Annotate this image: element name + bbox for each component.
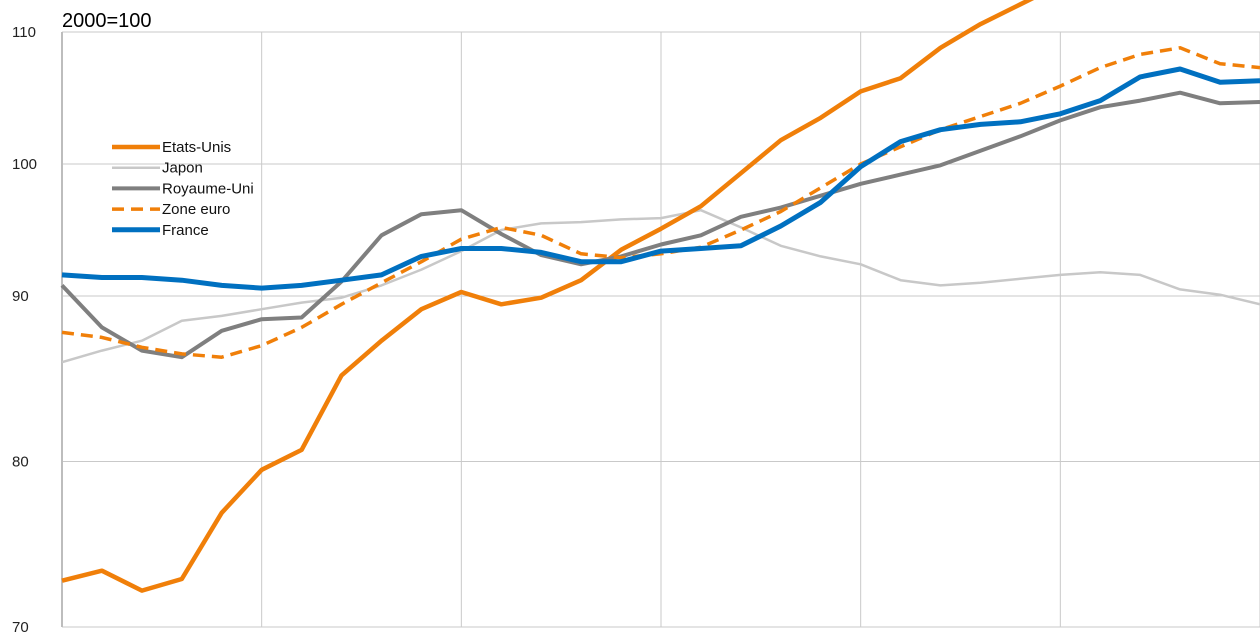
- y-tick-label: 110: [12, 24, 36, 41]
- legend-label: Royaume-Uni: [162, 180, 254, 197]
- gridlines: [61, 31, 1260, 628]
- y-tick-label: 90: [12, 288, 29, 305]
- legend: Etats-Unis Japon Royaume-Uni Zone euro Franc…: [112, 139, 254, 239]
- y-tick-label: 70: [12, 619, 29, 636]
- series-line-royaume-uni: [60, 90, 1260, 360]
- series-line-zone-euro: [61, 46, 1260, 359]
- legend-label: Etats-Unis: [162, 139, 231, 156]
- y-axis: 70 80 90 100 110: [12, 24, 63, 636]
- y-tick-label: 80: [12, 454, 29, 471]
- series-line-etats-unis: [61, 0, 1035, 593]
- legend-label: Japon: [162, 160, 203, 177]
- legend-label: France: [162, 222, 209, 239]
- series-line-japon: [61, 208, 1260, 364]
- series-lines: [60, 0, 1260, 593]
- y-tick-label: 100: [12, 156, 37, 173]
- chart-title: 2000=100: [62, 10, 152, 32]
- series-line-france: [61, 66, 1260, 291]
- legend-label: Zone euro: [162, 201, 230, 218]
